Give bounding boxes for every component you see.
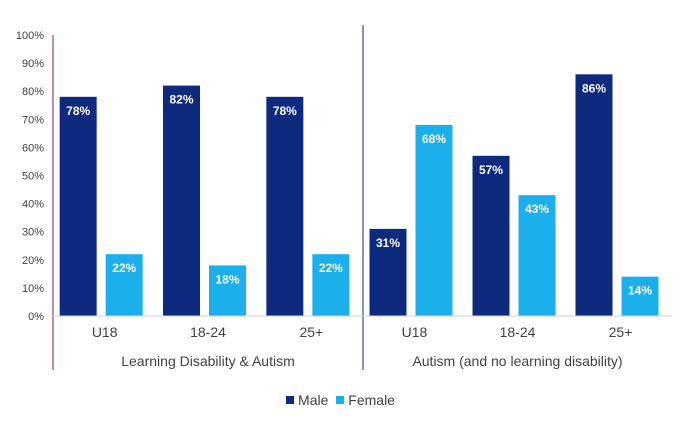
bar-female: [312, 254, 350, 316]
bar-female: [518, 195, 556, 316]
data-label: 22%: [319, 261, 343, 275]
y-tick-label: 0%: [28, 311, 44, 323]
y-tick-label: 50%: [22, 171, 44, 183]
legend-label-male: Male: [298, 392, 329, 408]
data-label: 78%: [273, 104, 297, 118]
category-label: U18: [402, 324, 428, 340]
legend: Male Female: [0, 392, 681, 408]
data-label: 22%: [112, 261, 136, 275]
bar-female: [621, 276, 659, 316]
legend-label-female: Female: [348, 392, 395, 408]
data-label: 18%: [215, 272, 239, 286]
category-label: 25+: [609, 324, 633, 340]
legend-item-male: Male: [286, 392, 328, 408]
y-axis: 0% 10% 20% 30% 40% 50% 60% 70% 80% 90% 100%: [16, 30, 44, 323]
y-tick-label: 40%: [22, 199, 44, 211]
y-tick-label: 100%: [16, 30, 44, 42]
data-label: 78%: [66, 104, 90, 118]
category-label: 25+: [299, 324, 323, 340]
y-tick-label: 20%: [22, 255, 44, 267]
data-label: 86%: [582, 81, 606, 95]
y-tick-label: 90%: [22, 58, 44, 70]
y-tick-label: 70%: [22, 114, 44, 126]
data-label: 68%: [422, 132, 446, 146]
chart: 0% 10% 20% 30% 40% 50% 60% 70% 80% 90% 100% 78% 22%…: [16, 25, 672, 370]
legend-swatch-female: [336, 396, 345, 404]
category-label: 18-24: [500, 324, 536, 340]
bar-male: [163, 85, 200, 316]
group-label: Autism (and no learning disability): [412, 353, 622, 369]
legend-item-female: Female: [336, 392, 395, 408]
bar-female: [415, 124, 453, 316]
bar-female: [105, 254, 143, 316]
bars: 78% 22% 82% 18% 78% 22% 31% 68% 57% 43% 86% 14%: [59, 74, 659, 316]
y-tick-label: 80%: [22, 86, 44, 98]
data-label: 57%: [479, 163, 503, 177]
x-axis: U18 18-24 25+Learning Disability & AutismU…: [52, 25, 672, 370]
data-label: 43%: [525, 202, 549, 216]
bar-male: [266, 96, 304, 316]
y-tick-label: 60%: [22, 142, 44, 154]
bar-male: [575, 74, 613, 316]
category-label: 18-24: [190, 324, 226, 340]
bar-male: [369, 228, 407, 316]
legend-swatch-male: [286, 396, 295, 404]
bar-male: [59, 96, 97, 316]
y-tick-label: 30%: [22, 227, 44, 239]
data-label: 14%: [628, 284, 652, 298]
bar-male: [472, 155, 510, 316]
bar-female: [209, 265, 246, 316]
data-label: 31%: [376, 236, 400, 250]
category-label: U18: [92, 324, 118, 340]
y-tick-label: 10%: [22, 283, 44, 295]
data-label: 82%: [169, 93, 193, 107]
group-label: Learning Disability & Autism: [121, 353, 295, 369]
